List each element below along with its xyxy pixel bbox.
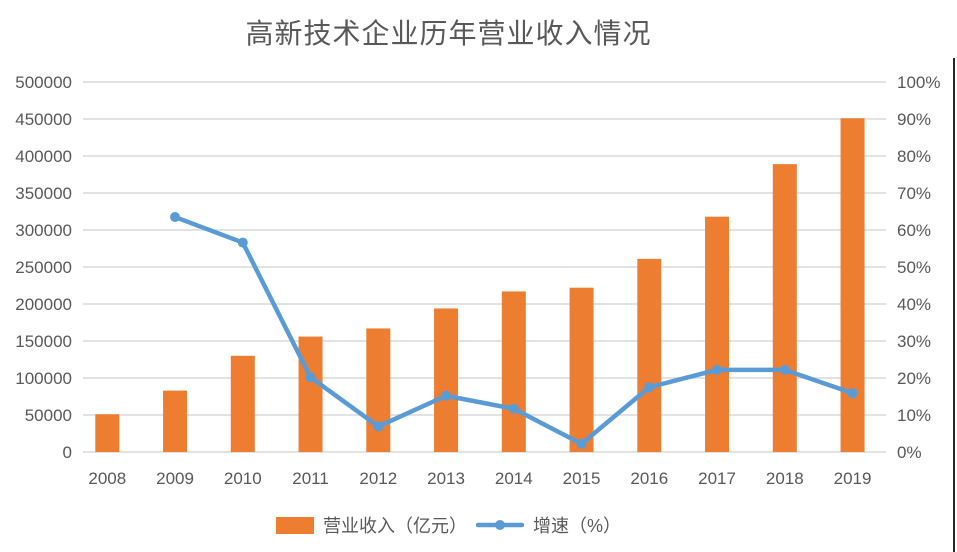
revenue-bar-2010 [230, 355, 255, 452]
revenue-bar-2019 [840, 118, 865, 452]
x-axis-tick-label: 2012 [359, 469, 397, 488]
right-axis-tick-label: 30% [897, 332, 931, 351]
left-axis-tick-label: 200000 [15, 295, 72, 314]
revenue-bar-2008 [95, 414, 120, 452]
growth-point-marker [373, 421, 384, 432]
revenue-legend-swatch-icon [275, 516, 314, 534]
revenue-bar-2017 [705, 216, 730, 452]
left-axis-tick-label: 100000 [15, 369, 72, 388]
right-axis-tick-label: 50% [897, 258, 931, 277]
growth-point-marker [779, 364, 790, 375]
growth-point-marker [712, 364, 723, 375]
growth-point-marker [305, 372, 316, 383]
revenue-bar-2012 [366, 328, 391, 452]
x-axis-tick-label: 2009 [156, 469, 194, 488]
revenue-bar-2009 [163, 390, 188, 452]
x-axis-tick-label: 2018 [766, 469, 804, 488]
x-axis-tick-label: 2010 [224, 469, 262, 488]
growth-point-marker [644, 382, 655, 393]
page-right-border [953, 58, 955, 552]
growth-point-marker [170, 212, 181, 223]
revenue-bar-2013 [434, 308, 459, 452]
revenue-legend-label: 营业收入（亿元） [322, 516, 467, 536]
right-axis-tick-label: 20% [897, 369, 931, 388]
revenue-bar-2015 [569, 287, 594, 452]
right-axis-tick-label: 70% [897, 184, 931, 203]
chart-legend: 营业收入（亿元） 增速（%） [0, 512, 897, 538]
right-axis-tick-label: 0% [897, 443, 922, 462]
growth-point-marker [508, 403, 519, 414]
left-axis-tick-label: 150000 [15, 332, 72, 351]
revenue-bar-2014 [501, 291, 526, 452]
growth-point-marker [576, 438, 587, 449]
growth-legend-line-icon [475, 520, 524, 530]
left-axis-tick-label: 250000 [15, 258, 72, 277]
left-axis-tick-label: 500000 [15, 73, 72, 92]
right-axis-tick-label: 10% [897, 406, 931, 425]
x-axis-tick-label: 2011 [292, 469, 329, 488]
revenue-bar-2018 [772, 164, 797, 452]
x-axis-tick-label: 2014 [495, 469, 533, 488]
growth-point-marker [237, 237, 248, 248]
left-axis-tick-label: 0 [63, 443, 72, 462]
revenue-bar-2016 [637, 258, 662, 452]
left-axis-tick-label: 300000 [15, 221, 72, 240]
left-axis-tick-label: 50000 [25, 406, 72, 425]
x-axis-tick-label: 2008 [88, 469, 126, 488]
growth-point-marker [847, 388, 858, 399]
x-axis-tick-label: 2013 [427, 469, 465, 488]
revenue-bar-2011 [298, 336, 323, 452]
chart-title: 高新技术企业历年营业收入情况 [245, 17, 652, 50]
growth-point-marker [441, 390, 452, 401]
x-axis-tick-label: 2016 [630, 469, 668, 488]
right-axis-tick-label: 80% [897, 147, 931, 166]
left-axis-tick-label: 450000 [15, 110, 72, 129]
right-axis-tick-label: 60% [897, 221, 931, 240]
left-axis-tick-label: 400000 [15, 147, 72, 166]
right-axis-tick-label: 40% [897, 295, 931, 314]
growth-legend-label: 增速（%） [532, 516, 621, 536]
x-axis-tick-label: 2017 [698, 469, 736, 488]
right-axis-tick-label: 90% [897, 110, 931, 129]
right-axis-tick-label: 100% [897, 73, 940, 92]
x-axis-tick-label: 2019 [834, 469, 872, 488]
x-axis-tick-label: 2015 [563, 469, 601, 488]
left-axis-tick-label: 350000 [15, 184, 72, 203]
